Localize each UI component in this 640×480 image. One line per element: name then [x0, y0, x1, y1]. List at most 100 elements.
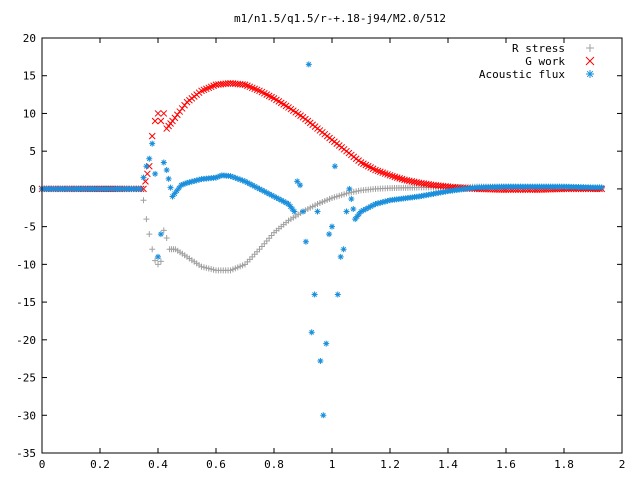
- data-point: [155, 261, 161, 268]
- data-point: [148, 132, 156, 140]
- data-point: [329, 223, 335, 230]
- y-tick-label: 5: [29, 145, 36, 158]
- data-point: [176, 184, 183, 191]
- data-point: [157, 117, 165, 125]
- data-point: [365, 204, 372, 211]
- data-point: [169, 117, 176, 125]
- data-point: [314, 208, 321, 215]
- data-point: [294, 178, 301, 185]
- data-point: [396, 174, 404, 182]
- data-point: [160, 227, 167, 234]
- data-point: [389, 172, 396, 180]
- data-point: [137, 185, 144, 192]
- data-point: [178, 182, 185, 189]
- data-point: [393, 174, 401, 181]
- data-point: [377, 199, 384, 206]
- data-point: [308, 329, 315, 336]
- data-point: [254, 184, 261, 191]
- axes: 0 0.2 0.4 0.6 0.8 1 1.2 1.4 1.6 1.8 2 -35 -30 -25 -20 -…: [16, 32, 625, 471]
- data-point: [173, 111, 181, 119]
- data-point: [140, 197, 147, 204]
- x-tick-label: 0.2: [90, 458, 110, 471]
- data-point: [273, 194, 280, 201]
- data-point: [251, 183, 258, 190]
- data-point: [256, 185, 263, 192]
- data-point: [173, 187, 180, 194]
- series-acoustic-flux: [39, 61, 605, 419]
- data-point: [360, 207, 367, 214]
- y-tick-label: -20: [16, 334, 36, 347]
- data-point: [213, 174, 219, 181]
- data-point: [160, 159, 167, 166]
- data-point: [370, 202, 377, 209]
- data-point: [152, 257, 159, 264]
- data-point: [350, 206, 357, 213]
- data-point: [163, 167, 170, 174]
- data-point: [157, 258, 164, 265]
- x-tick-label: 1.2: [380, 458, 400, 471]
- data-point: [171, 190, 178, 197]
- chart-title: m1/n1.5/q1.5/r-+.18-j94/M2.0/512: [234, 12, 446, 25]
- data-point: [171, 114, 179, 122]
- legend-label: Acoustic flux: [479, 68, 565, 81]
- data-point: [140, 174, 147, 181]
- data-point: [337, 253, 344, 260]
- y-tick-label: -10: [16, 258, 36, 271]
- data-point: [352, 216, 359, 223]
- data-point: [331, 163, 338, 170]
- data-point: [188, 178, 195, 185]
- y-tick-label: 0: [29, 183, 36, 196]
- y-tick-label: -5: [23, 221, 36, 234]
- x-tick-label: 1: [329, 458, 336, 471]
- data-point: [224, 80, 232, 87]
- data-point: [320, 412, 327, 419]
- legend-label: G work: [525, 55, 565, 68]
- data-point: [358, 208, 364, 215]
- y-tick-label: 10: [23, 107, 36, 120]
- x-tick-label: 2: [619, 458, 626, 471]
- data-point: [280, 198, 287, 205]
- data-point: [214, 173, 221, 180]
- data-point: [391, 173, 399, 181]
- data-point: [157, 231, 164, 238]
- data-point: [143, 216, 150, 223]
- data-point: [367, 203, 374, 210]
- data-point: [152, 170, 159, 177]
- data-point: [311, 291, 318, 298]
- data-point: [244, 179, 251, 186]
- data-point: [379, 199, 386, 206]
- legend-marker: [585, 56, 595, 66]
- data-point: [283, 199, 290, 206]
- data-point: [154, 110, 162, 117]
- data-point: [246, 180, 253, 187]
- data-point: [278, 197, 285, 204]
- data-point: [275, 195, 282, 202]
- data-point: [237, 176, 244, 183]
- data-point: [176, 108, 184, 115]
- y-tick-label: -25: [16, 372, 36, 385]
- data-point: [386, 171, 394, 179]
- data-point: [398, 175, 406, 183]
- data-point: [382, 198, 389, 205]
- legend-label: R stress: [512, 42, 565, 55]
- x-tick-label: 0: [39, 458, 46, 471]
- x-tick-label: 1.6: [496, 458, 516, 471]
- data-point: [149, 246, 156, 253]
- data-point: [334, 291, 341, 298]
- data-point: [302, 238, 309, 245]
- x-tick-label: 0.6: [206, 458, 226, 471]
- legend-marker: [586, 70, 594, 78]
- data-point: [346, 185, 353, 192]
- data-point: [598, 184, 605, 191]
- x-tick-label: 1.8: [554, 458, 574, 471]
- data-point: [229, 173, 236, 180]
- data-point: [271, 193, 277, 200]
- data-point: [242, 178, 248, 185]
- y-tick-label: 20: [23, 32, 36, 45]
- data-point: [216, 173, 223, 180]
- data-point: [169, 193, 176, 200]
- y-tick-label: -35: [16, 447, 36, 460]
- data-point: [167, 184, 174, 191]
